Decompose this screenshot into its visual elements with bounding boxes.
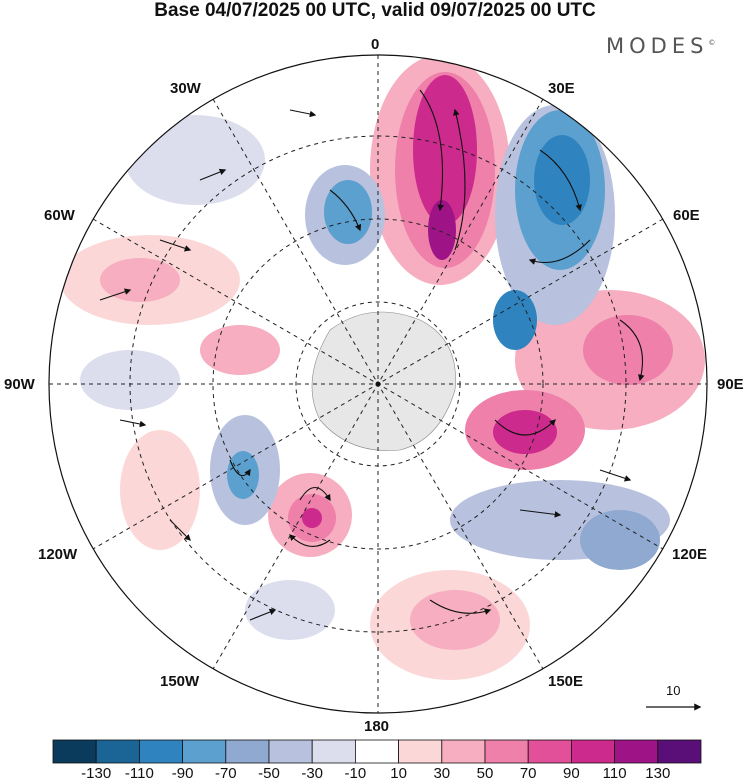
wind-vectors [99, 89, 645, 621]
colorbar-swatch [52, 739, 97, 764]
colorbar-tick-label: -50 [258, 765, 280, 782]
colorbar-tick-label: -110 [124, 765, 154, 782]
lon-label-120w: 120W [38, 546, 78, 563]
lon-label-30e: 30E [548, 80, 575, 97]
south-pole-marker [375, 381, 381, 387]
map-title: Base 04/07/2025 00 UTC, valid 09/07/2025… [154, 0, 596, 21]
colorbar-swatch [657, 739, 702, 764]
colorbar-swatch [441, 739, 486, 764]
lon-label-150e: 150E [548, 673, 584, 690]
lon-label-90w: 90W [4, 376, 35, 393]
modes-logo: MODES© [606, 34, 716, 58]
colorbar-swatch [571, 739, 616, 764]
colorbar-swatch [484, 739, 529, 764]
colorbar-tick-label: 10 [390, 765, 407, 782]
lon-label-90e: 90E [717, 376, 744, 393]
colorbar-tick-label: 130 [645, 765, 671, 782]
colorbar-swatch [527, 739, 572, 764]
colorbar-tick-label: -90 [171, 765, 194, 782]
lon-label-180: 180 [364, 718, 390, 735]
colorbar-tick-label: -30 [301, 765, 324, 782]
colorbar-tick-label: -130 [81, 765, 112, 782]
lon-label-60e: 60E [673, 207, 700, 224]
lon-label-0: 0 [371, 36, 380, 53]
colorbar-tick-label: -70 [214, 765, 237, 782]
vector-scale-label: 10 [666, 683, 681, 698]
lon-label-60w: 60W [44, 207, 75, 224]
colorbar-swatch [225, 739, 270, 764]
colorbar-swatch [268, 739, 313, 764]
lon-label-150w: 150W [160, 673, 200, 690]
colorbar-tick-label: 30 [433, 765, 451, 782]
colorbar-swatch [95, 739, 140, 764]
lon-label-120e: 120E [672, 546, 708, 563]
lon-label-30w: 30W [170, 80, 201, 97]
colorbar-swatch [398, 739, 443, 764]
colorbar-swatch [354, 739, 399, 764]
colorbar-swatch [182, 739, 227, 764]
colorbar-tick-label: 110 [602, 765, 627, 782]
colorbar-swatch [311, 739, 356, 764]
colorbar-tick-label: 70 [519, 765, 537, 782]
colorbar-tick-label: -10 [344, 765, 367, 782]
colorbar-tick-label: 50 [476, 765, 494, 782]
colorbar-swatch [138, 739, 183, 764]
colorbar [52, 739, 702, 764]
colorbar-tick-label: 90 [563, 765, 580, 782]
colorbar-swatch [614, 739, 659, 764]
map-border [48, 54, 708, 714]
